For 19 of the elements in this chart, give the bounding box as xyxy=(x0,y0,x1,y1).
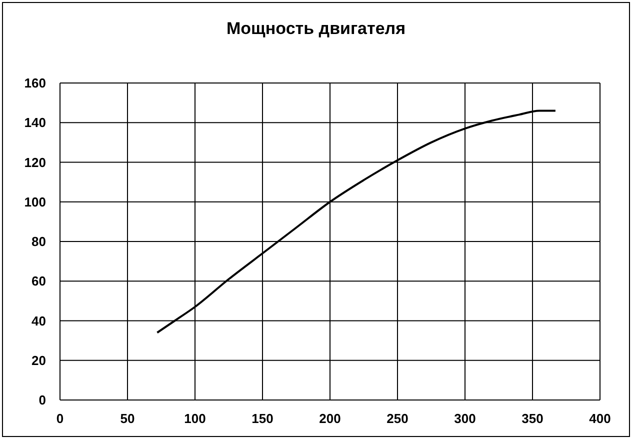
y-tick-label: 40 xyxy=(32,313,46,328)
y-tick-label: 160 xyxy=(24,76,46,91)
y-tick-label: 60 xyxy=(32,274,46,289)
x-tick-label: 0 xyxy=(56,411,64,426)
x-tick-label: 50 xyxy=(120,411,135,426)
x-tick-label: 200 xyxy=(319,411,341,426)
y-tick-label: 120 xyxy=(24,154,46,170)
x-tick-label: 250 xyxy=(386,411,408,426)
y-tick-label: 80 xyxy=(32,234,46,250)
y-tick-label: 20 xyxy=(32,352,46,368)
y-tick-label: 140 xyxy=(24,115,46,130)
x-tick-label: 350 xyxy=(522,411,544,426)
x-tick-label: 400 xyxy=(589,411,611,426)
chart-title: Мощность двигателя xyxy=(226,19,406,39)
x-tick-label: 100 xyxy=(184,411,206,426)
x-tick-label: 300 xyxy=(454,411,476,426)
y-tick-label: 100 xyxy=(24,194,46,210)
x-tick-label: 150 xyxy=(252,411,274,426)
y-tick-label: 0 xyxy=(38,392,46,408)
